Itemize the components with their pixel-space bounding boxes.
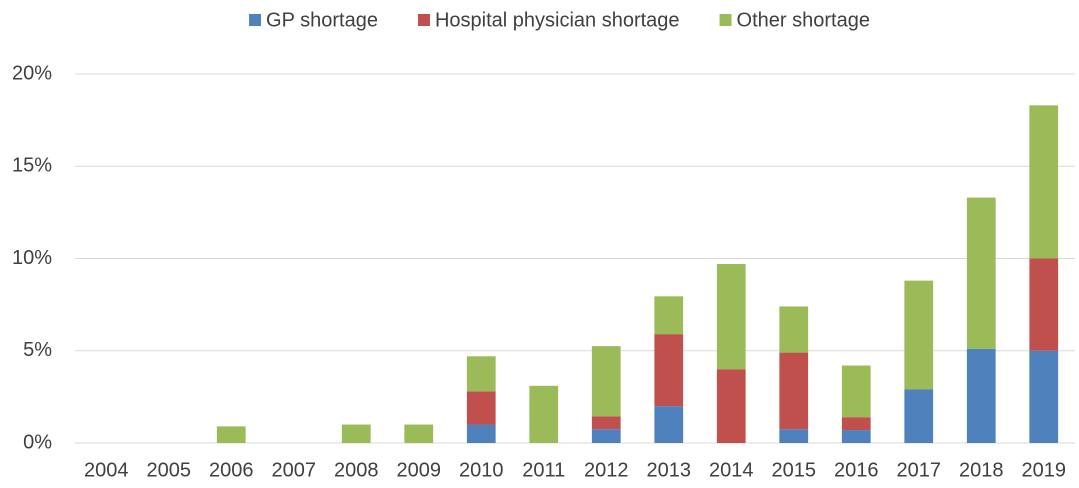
bar-segment (654, 334, 684, 407)
x-tick-label: 2019 (1022, 459, 1067, 481)
bar-segment (466, 356, 496, 392)
x-tick-label: 2017 (897, 459, 942, 481)
x-tick-label: 2015 (772, 459, 817, 481)
legend-label: GP shortage (266, 9, 378, 31)
bar-segment (779, 429, 809, 443)
bar-segment (529, 385, 559, 443)
y-tick-label: 5% (23, 339, 52, 361)
x-tick-label: 2006 (209, 459, 254, 481)
bar-segment (966, 197, 996, 349)
bar-segment (341, 424, 371, 443)
legend-label: Other shortage (737, 9, 870, 31)
x-tick-label: 2016 (834, 459, 879, 481)
y-tick-label: 20% (12, 62, 52, 84)
y-tick-label: 10% (12, 247, 52, 269)
bar-segment (779, 352, 809, 430)
bar-segment (779, 306, 809, 353)
x-tick-label: 2013 (647, 459, 692, 481)
bar-segment (404, 424, 434, 443)
bar-segment (654, 296, 684, 335)
x-tick-label: 2009 (397, 459, 442, 481)
bar-segment (591, 416, 621, 430)
bar-segment (1029, 258, 1059, 351)
bar-segment (1029, 105, 1059, 259)
legend: GP shortage Hospital physician shortage Ot… (249, 9, 870, 31)
legend-swatch (417, 14, 430, 26)
x-tick-label: 2010 (459, 459, 504, 481)
bar-segment (841, 430, 871, 443)
bar-segment (904, 280, 934, 390)
bar-segment (466, 424, 496, 443)
y-tick-label: 0% (23, 431, 52, 453)
bar-segment (716, 369, 746, 443)
bar-segment (654, 406, 684, 443)
legend-swatch (719, 14, 732, 26)
x-tick-label: 2007 (272, 459, 317, 481)
bar-segment (466, 391, 496, 425)
bar-segment (591, 429, 621, 443)
x-tick-label: 2008 (334, 459, 379, 481)
bar-segment (216, 426, 246, 443)
bar-segment (1029, 350, 1059, 443)
legend-swatch (249, 14, 262, 26)
x-tick-label: 2011 (522, 459, 565, 481)
bar-segment (716, 264, 746, 370)
bar-segment (841, 365, 871, 418)
bar-segment (904, 389, 934, 443)
bar-segment (591, 346, 621, 417)
x-tick-label: 2014 (709, 459, 754, 481)
legend-label: Hospital physician shortage (435, 9, 680, 31)
bar-segment (966, 348, 996, 443)
bar-segment (841, 417, 871, 431)
x-tick-label: 2018 (959, 459, 1004, 481)
x-tick-label: 2012 (584, 459, 629, 481)
x-tick-label: 2005 (147, 459, 192, 481)
y-tick-label: 15% (12, 155, 52, 177)
x-tick-label: 2004 (84, 459, 129, 481)
